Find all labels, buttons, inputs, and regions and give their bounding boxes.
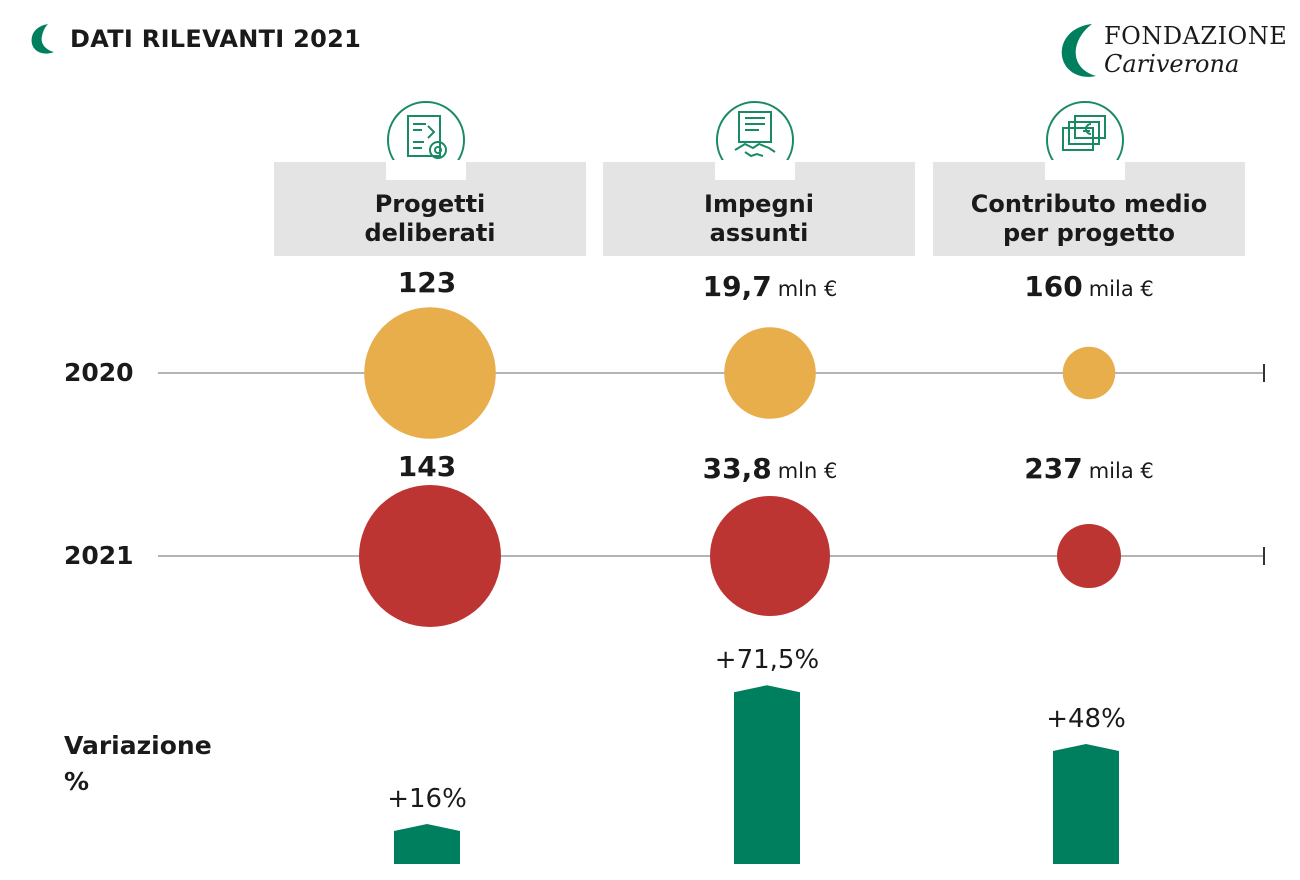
value-label-2020-contributo: 160 mila € xyxy=(933,270,1245,303)
row-label-2021: 2021 xyxy=(64,541,134,570)
value-unit: mln € xyxy=(777,277,838,301)
variation-value-label-2: +48% xyxy=(1046,704,1126,734)
euro-banknotes-icon xyxy=(1045,101,1125,180)
bubble-2021-2 xyxy=(1057,524,1121,588)
value-number: 123 xyxy=(397,266,457,299)
value-label-2021-impegni: 33,8 mln € xyxy=(614,452,926,485)
value-number: 160 xyxy=(1024,270,1083,303)
bubble-2020-2 xyxy=(1062,346,1116,400)
value-number: 33,8 xyxy=(702,452,772,485)
value-unit: mila € xyxy=(1088,277,1154,301)
variation-label-line2: % xyxy=(64,767,90,796)
category-label-line2: per progetto xyxy=(1002,219,1176,247)
contract-handshake-icon xyxy=(715,101,795,180)
page-title: DATI RILEVANTI 2021 xyxy=(70,25,362,53)
bubble-2021-0 xyxy=(359,485,501,627)
value-number: 143 xyxy=(397,450,457,483)
value-label-2021-contributo: 237 mila € xyxy=(933,452,1245,485)
value-label-2020-impegni: 19,7 mln € xyxy=(614,270,926,303)
value-number: 237 xyxy=(1024,452,1083,485)
variation-bar-2 xyxy=(1053,744,1119,864)
category-label: Progetti deliberati xyxy=(274,190,586,248)
category-label: Contributo medio per progetto xyxy=(933,190,1245,248)
brand-leaf-icon xyxy=(31,24,54,54)
value-unit: mln € xyxy=(777,459,838,483)
bubble-2020-0 xyxy=(364,307,496,439)
value-label-2021-progetti: 143 xyxy=(274,450,586,483)
variation-label-line1: Variazione xyxy=(64,731,212,760)
variation-value-label-1: +71,5% xyxy=(714,645,820,676)
brand-logo-leaf-icon xyxy=(1061,24,1096,77)
variation-label: Variazione % xyxy=(64,728,212,800)
category-label-line2: deliberati xyxy=(364,219,496,247)
value-label-2020-progetti: 123 xyxy=(274,266,586,299)
value-unit: mila € xyxy=(1088,459,1154,483)
category-label-line2: assunti xyxy=(709,219,809,247)
blueprint-gear-icon xyxy=(386,101,466,180)
category-label: Impegni assunti xyxy=(603,190,915,248)
row-label-2020: 2020 xyxy=(64,358,134,387)
header: DATI RILEVANTI 2021 xyxy=(28,22,361,56)
variation-bar-1 xyxy=(734,685,800,864)
brand-name-line1: FONDAZIONE xyxy=(1104,22,1288,50)
value-number: 19,7 xyxy=(702,270,772,303)
category-label-line1: Impegni xyxy=(704,190,814,218)
category-label-line1: Progetti xyxy=(374,190,486,218)
brand-name-line2: Cariverona xyxy=(1104,50,1240,78)
brand-logo: FONDAZIONE Cariverona xyxy=(1058,22,1287,82)
bubble-2020-1 xyxy=(724,327,816,419)
category-label-line1: Contributo medio xyxy=(970,190,1208,218)
category-box-progetti: Progetti deliberati xyxy=(274,162,586,256)
bubble-2021-1 xyxy=(710,496,830,616)
variation-value-label-0: +16% xyxy=(387,784,467,814)
variation-bar-0 xyxy=(394,824,460,864)
